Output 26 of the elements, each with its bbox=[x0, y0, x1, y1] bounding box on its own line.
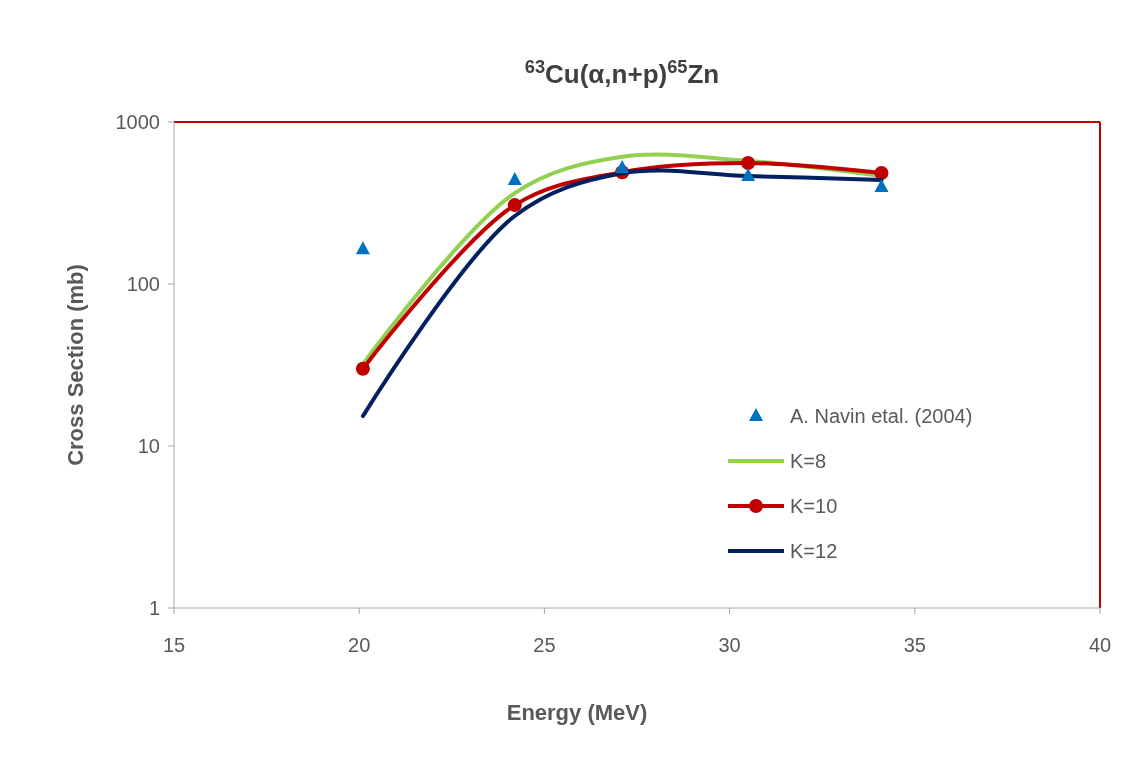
legend-label: A. Navin etal. (2004) bbox=[790, 405, 973, 427]
point bbox=[741, 168, 756, 182]
x-tick-label: 15 bbox=[162, 634, 186, 656]
x-tick-label: 35 bbox=[903, 634, 926, 656]
x-tick-label: 20 bbox=[348, 634, 371, 656]
x-tick-label: 30 bbox=[718, 634, 741, 656]
point bbox=[874, 179, 889, 192]
point bbox=[507, 172, 522, 186]
chart-title: $^{63}$Cu(α,n+p)$^{65}$Zn bbox=[524, 57, 720, 89]
y-tick-label: 1 bbox=[148, 597, 160, 619]
x-tick-label: 40 bbox=[1088, 634, 1112, 656]
y-tick-label: 100 bbox=[126, 273, 160, 295]
point bbox=[355, 241, 370, 255]
point bbox=[355, 361, 370, 376]
legend-label: K=10 bbox=[790, 495, 838, 517]
y-axis-title: Cross Section (mb) bbox=[63, 264, 88, 466]
point bbox=[741, 156, 756, 171]
point bbox=[615, 160, 630, 174]
y-tick-label: 10 bbox=[137, 435, 160, 457]
legend-label: K=12 bbox=[790, 540, 838, 562]
x-axis-title: Energy (MeV) bbox=[506, 700, 648, 725]
y-tick-label: 1000 bbox=[115, 111, 160, 133]
point bbox=[507, 198, 522, 213]
legend-label: K=8 bbox=[790, 450, 827, 472]
point bbox=[874, 166, 889, 181]
x-tick-label: 25 bbox=[533, 634, 556, 656]
